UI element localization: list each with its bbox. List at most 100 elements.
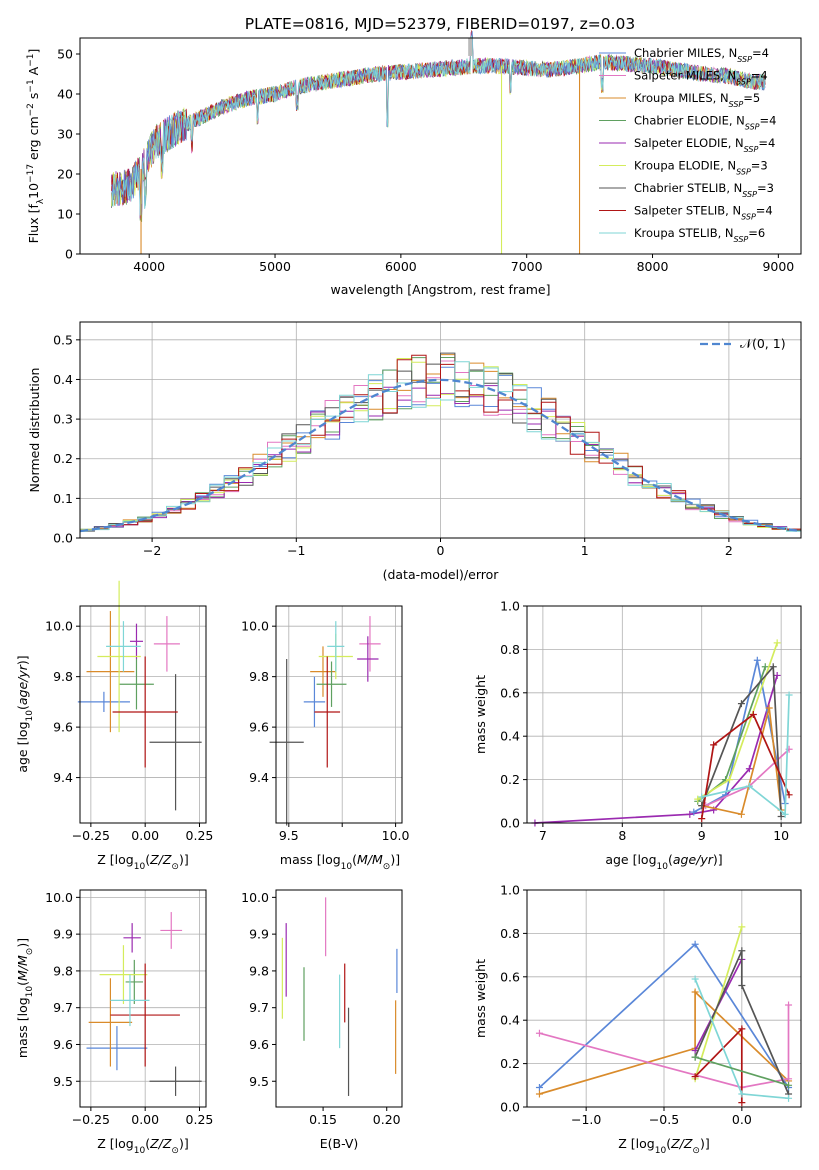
y-tick-label: 0.8	[500, 642, 520, 657]
x-tick-label: −0.25	[72, 1112, 110, 1127]
y-tick-label: 9.4	[249, 770, 269, 785]
label-part: (	[145, 1136, 150, 1151]
normal-curve	[79, 378, 802, 533]
weight-marker	[698, 815, 706, 823]
x-tick-label: 8000	[637, 259, 669, 274]
label-part: age [log	[15, 721, 30, 772]
weight-marker	[777, 812, 785, 820]
weight-marker	[698, 793, 706, 801]
legend-sub: SSP	[745, 122, 760, 131]
x-tick-label: 1	[581, 543, 589, 558]
x-tick-label: 0.20	[373, 1112, 401, 1127]
weight-line-kroupa_miles	[701, 707, 782, 816]
legend-label: Chabrier MILES, NSSP=4	[634, 46, 769, 64]
weight-marker	[686, 810, 694, 818]
y-axis-label: mass weight	[473, 959, 488, 1038]
h-alpha-line	[468, 38, 473, 56]
legend-tail: =4	[751, 69, 768, 83]
label-part: erg cm	[26, 116, 41, 164]
label-part: 10	[134, 1146, 146, 1156]
weight-line-salpeter_stelib	[700, 713, 790, 819]
spectrum-panel: 4000 5000 6000 7000 8000 9000 0 10 20 30 40 50 Chabr…	[26, 30, 802, 297]
weight-marker	[738, 981, 746, 989]
label-part: mass [log	[15, 997, 30, 1058]
y-tick-label: 0.0	[53, 531, 73, 546]
y-tick-label: 0.6	[500, 685, 520, 700]
y-tick-label: 0.0	[500, 1100, 520, 1115]
label-part: mass [log	[280, 852, 341, 867]
label-part: Flux [f	[26, 204, 41, 244]
x-tick-label: 0.00	[131, 1112, 159, 1127]
metallicity-mass-panel: −0.25 0.00 0.259.59.69.79.89.910.0Z [log10…	[15, 889, 213, 1156]
axes-frame	[79, 605, 207, 824]
weight-line-kroupa_stelib	[701, 694, 790, 817]
legend-tail: =5	[743, 91, 760, 105]
weight-marker	[785, 1001, 793, 1009]
y-tick-label: 0.1	[53, 491, 73, 506]
mass-age-panel: 9.5 10.0 9.4 9.6 9.8 10.0 mass [log10(M/M⊙)]	[241, 605, 410, 872]
weight-marker	[785, 791, 793, 799]
label-part: )]	[15, 938, 30, 948]
y-axis-label: mass weight	[473, 675, 488, 754]
weight-marker	[535, 1029, 543, 1037]
y-tick-label: 9.9	[249, 927, 269, 942]
x-axis-label: E(B-V)	[320, 1136, 359, 1151]
legend-text: Salpeter MILES, N	[634, 69, 736, 83]
axes-frame	[79, 321, 802, 539]
y-tick-label: 1.0	[500, 599, 520, 614]
x-tick-label: 0.15	[309, 1112, 337, 1127]
x-tick-label: −2	[143, 543, 161, 558]
label-part: 10	[655, 1146, 667, 1156]
label-part: 10	[25, 986, 35, 998]
plot-area	[531, 639, 793, 827]
weight-marker	[749, 711, 757, 718]
y-tick-label: 10.0	[45, 619, 73, 634]
plot-area	[77, 580, 202, 811]
weight-marker	[737, 700, 745, 708]
y-tick-label: 9.6	[249, 720, 269, 735]
legend-label: Chabrier ELODIE, NSSP=4	[634, 114, 776, 132]
weight-marker	[737, 810, 745, 818]
y-axis-label: age [log10(age/yr)]	[15, 655, 35, 772]
legend-label: Salpeter ELODIE, NSSP=4	[634, 136, 775, 154]
label-part: )]	[179, 852, 189, 867]
legend-sub: SSP	[737, 55, 752, 64]
x-tick-label: 5000	[259, 259, 291, 274]
legend-text: Chabrier MILES, N	[634, 46, 737, 60]
legend-label: 𝒩(0, 1)	[740, 336, 786, 351]
legend-tail: =3	[757, 181, 774, 195]
axes-frame	[79, 37, 802, 255]
legend-tail: =4	[760, 114, 777, 128]
y-tick-label: 10.0	[45, 890, 73, 905]
weight-marker	[738, 1090, 746, 1098]
y-tick-label: 9.6	[53, 1037, 73, 1052]
legend-text: Kroupa MILES, N	[634, 91, 729, 105]
weight-marker	[745, 765, 753, 773]
label-part: ⊙	[171, 862, 179, 872]
weight-marker	[785, 1094, 793, 1102]
y-tick-label: 20	[57, 167, 73, 182]
x-tick-label: 7000	[511, 259, 543, 274]
legend-label: Salpeter MILES, NSSP=4	[634, 69, 768, 87]
legend-sub: SSP	[744, 145, 759, 154]
y-tick-label: 0.5	[53, 332, 73, 347]
y-tick-label: 9.4	[53, 770, 73, 785]
legend-sub: SSP	[742, 190, 757, 199]
label-part: Z [log	[618, 1136, 654, 1151]
legend-text: Chabrier STELIB, N	[634, 181, 742, 195]
weight-marker	[691, 1073, 699, 1081]
spectrum-line-kroupa_stelib	[111, 35, 766, 216]
axes-frame	[526, 889, 802, 1108]
y-tick-label: 9.6	[53, 720, 73, 735]
y-tick-label: 9.6	[249, 1037, 269, 1052]
weight-marker	[691, 1053, 699, 1061]
weight-marker	[710, 741, 718, 749]
legend-sub: SSP	[736, 167, 751, 176]
legend-label: Chabrier STELIB, NSSP=3	[634, 181, 774, 199]
label-part: (	[352, 852, 357, 867]
label-part: 10	[26, 183, 41, 199]
legend-label: Salpeter STELIB, NSSP=4	[634, 204, 773, 222]
weight-marker	[773, 639, 781, 647]
y-tick-label: 9.7	[249, 1000, 269, 1015]
